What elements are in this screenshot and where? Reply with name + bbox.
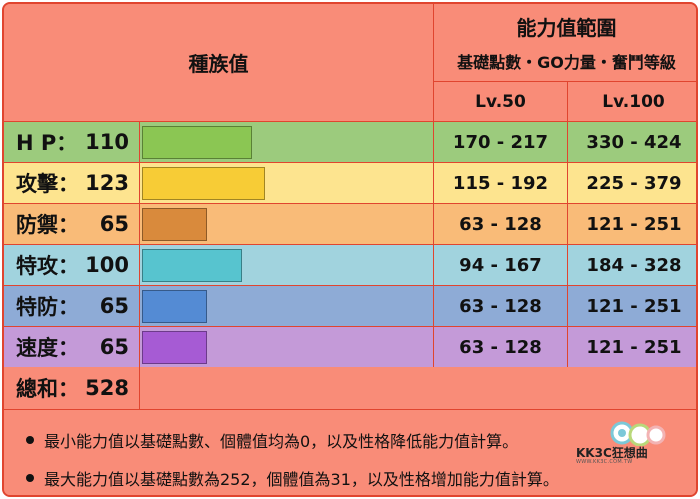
stat-bar-cell <box>140 286 434 327</box>
stat-label: 速度： <box>16 336 79 360</box>
kk3c-logo: KK3C狂想曲 WWW.KK3C.COM.TW <box>576 421 670 470</box>
lv50-range: 63 - 128 <box>459 295 542 317</box>
stat-value: 65 <box>99 212 129 236</box>
bullet-icon <box>26 436 34 444</box>
stat-bar <box>142 125 252 159</box>
lv50-range: 63 - 128 <box>459 336 542 358</box>
lv50-range: 170 - 217 <box>452 131 549 153</box>
logo-subtext: WWW.KK3C.COM.TW <box>576 459 633 465</box>
stat-label: 防禦： <box>16 213 79 237</box>
stat-value: 65 <box>99 335 129 359</box>
lv50-range-cell: 170 - 217 <box>434 122 568 163</box>
lv50-header: Lv.50 <box>434 82 568 122</box>
stat-bar <box>142 207 207 241</box>
stat-value: 100 <box>85 253 129 277</box>
stat-bar <box>142 166 265 200</box>
lv50-range-cell: 115 - 192 <box>434 163 568 204</box>
note-min: 最小能力值以基礎點數、個體值均為0，以及性格降低能力值計算。 <box>26 428 518 452</box>
stat-bar-cell <box>140 327 434 368</box>
logo-circles-icon <box>610 421 666 446</box>
stat-bar <box>142 289 207 323</box>
stat-bar-cell <box>140 122 434 163</box>
lv100-label: Lv.100 <box>602 91 665 112</box>
stat-label: H P： <box>16 131 78 155</box>
note-max-text: 最大能力值以基礎點數為252，個體值為31，以及性格增加能力值計算。 <box>44 470 559 489</box>
bullet-icon <box>26 474 34 482</box>
lv100-range-cell: 121 - 251 <box>568 327 696 368</box>
total-label: 總和： <box>16 377 79 401</box>
stat-name-cell: 防禦： 65 <box>4 204 140 245</box>
note-min-text: 最小能力值以基礎點數、個體值均為0，以及性格降低能力值計算。 <box>44 432 519 451</box>
lv100-range: 121 - 251 <box>586 213 682 235</box>
lv50-range-cell: 63 - 128 <box>434 204 568 245</box>
stat-name-cell: 攻擊： 123 <box>4 163 140 204</box>
stat-bar-cell <box>140 204 434 245</box>
stat-bar-cell <box>140 163 434 204</box>
stat-name-cell: 速度： 65 <box>4 327 140 368</box>
lv100-range: 184 - 328 <box>586 254 682 276</box>
lv50-range: 94 - 167 <box>459 254 542 276</box>
lv50-range-cell: 63 - 128 <box>434 327 568 368</box>
stat-name-cell: 特防： 65 <box>4 286 140 327</box>
lv100-range: 330 - 424 <box>586 131 682 153</box>
stat-value: 110 <box>85 130 129 154</box>
lv100-range-cell: 121 - 251 <box>568 286 696 327</box>
lv100-header: Lv.100 <box>568 82 696 122</box>
lv100-range-cell: 330 - 424 <box>568 122 696 163</box>
lv50-range: 63 - 128 <box>459 213 542 235</box>
range-subtitle: 基礎點數・GO力量・奮鬥等級 <box>457 53 676 72</box>
lv50-range: 115 - 192 <box>452 172 549 194</box>
base-stats-header: 種族值 <box>4 4 434 122</box>
total-value: 528 <box>85 376 129 400</box>
stat-bar <box>142 330 207 364</box>
lv100-range-cell: 184 - 328 <box>568 245 696 286</box>
lv100-range-cell: 121 - 251 <box>568 204 696 245</box>
range-header: 能力值範圍 基礎點數・GO力量・奮鬥等級 <box>434 4 696 82</box>
lv100-range: 121 - 251 <box>586 295 682 317</box>
lv100-range: 121 - 251 <box>586 336 682 358</box>
logo-text: KK3C狂想曲 <box>576 446 648 460</box>
notes-section: 最小能力值以基礎點數、個體值均為0，以及性格降低能力值計算。 最大能力值以基礎點… <box>4 410 696 495</box>
stat-value: 123 <box>85 171 129 195</box>
total-cell: 總和： 528 <box>4 367 140 410</box>
stat-label: 攻擊： <box>16 172 79 196</box>
stat-label: 特防： <box>16 295 79 319</box>
stat-label: 特攻： <box>16 254 79 278</box>
stat-bar <box>142 248 242 282</box>
lv100-range-cell: 225 - 379 <box>568 163 696 204</box>
range-title: 能力值範圍 <box>516 16 617 40</box>
lv50-range-cell: 94 - 167 <box>434 245 568 286</box>
base-stats-title: 種族值 <box>188 52 249 76</box>
stat-name-cell: H P： 110 <box>4 122 140 163</box>
note-max: 最大能力值以基礎點數為252，個體值為31，以及性格增加能力值計算。 <box>26 466 559 490</box>
stat-name-cell: 特攻： 100 <box>4 245 140 286</box>
total-empty-cell <box>140 367 696 410</box>
lv50-range-cell: 63 - 128 <box>434 286 568 327</box>
lv100-range: 225 - 379 <box>586 172 682 194</box>
stat-bar-cell <box>140 245 434 286</box>
stat-value: 65 <box>99 294 129 318</box>
lv50-label: Lv.50 <box>475 91 526 112</box>
